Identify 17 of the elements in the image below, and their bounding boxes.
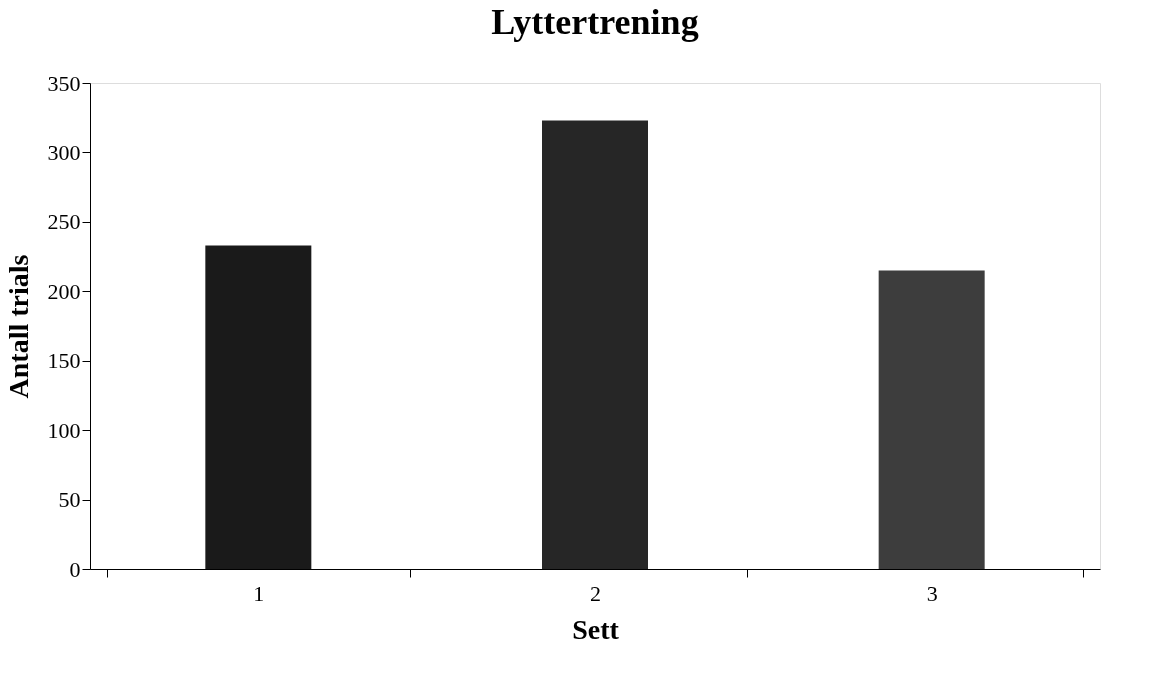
- x-tick-label: 3: [926, 580, 938, 606]
- x-tick-label: 1: [253, 580, 265, 606]
- y-tick-label: 250: [47, 209, 81, 235]
- bar: [878, 270, 985, 569]
- y-tick-label: 150: [47, 348, 81, 374]
- y-tick-label: 300: [47, 139, 81, 165]
- y-axis-title: Antall trials: [2, 254, 34, 399]
- y-tick-label: 350: [47, 70, 81, 96]
- x-axis-title: Sett: [572, 613, 620, 645]
- chart-title: Lyttertrening: [491, 2, 699, 42]
- y-tick-label: 50: [58, 487, 81, 513]
- y-tick-label: 0: [69, 556, 81, 582]
- y-tick-label: 100: [47, 417, 81, 443]
- x-tick-label: 2: [590, 580, 601, 606]
- bar: [205, 245, 312, 569]
- y-tick-label: 200: [47, 278, 81, 304]
- bar: [542, 120, 648, 569]
